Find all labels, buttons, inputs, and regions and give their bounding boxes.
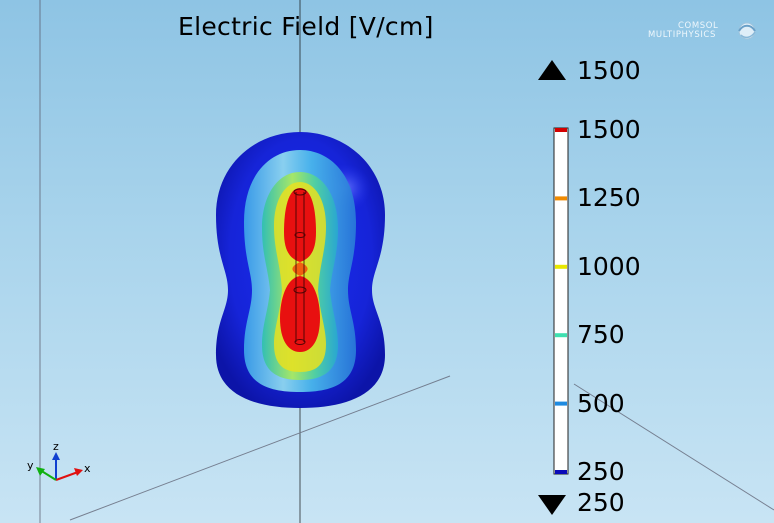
isosurface-1500-upper: [284, 188, 316, 262]
isosurface-1500-lower: [280, 276, 320, 352]
plot-title: Electric Field [V/cm]: [178, 12, 434, 41]
colorbar-max-label: 1500: [577, 56, 641, 85]
field-isosurface[interactable]: [216, 132, 385, 408]
colorbar-tick-mark: [555, 196, 567, 201]
colorbar-tick-mark: [555, 333, 567, 338]
colorbar: [553, 127, 569, 475]
min-indicator-icon: [538, 495, 566, 515]
colorbar-tick-mark: [555, 401, 567, 406]
colorbar-tick-mark: [555, 470, 567, 474]
colorbar-min-label: 250: [577, 488, 625, 517]
colorbar-ticks: [555, 128, 567, 474]
grid-lines: [39, 0, 774, 523]
colorbar-tick-label: 750: [577, 320, 625, 350]
colorbar-tick-label: 500: [577, 388, 625, 418]
comsol-logo-icon: [738, 22, 756, 40]
axis-label-x: x: [84, 462, 91, 475]
colorbar-tick-mark: [555, 264, 567, 269]
comsol-logo: COMSOL MULTIPHYSICS: [644, 20, 764, 46]
colorbar-tick-mark: [555, 128, 567, 132]
colorbar-tick-label: 1000: [577, 251, 641, 281]
axis-label-y: y: [27, 459, 34, 472]
axis-label-z: z: [53, 440, 59, 453]
axis-triad[interactable]: z x y: [27, 440, 91, 481]
colorbar-tick-label: 1500: [577, 115, 641, 144]
colorbar-tick-label: 250: [577, 457, 625, 486]
max-indicator-icon: [538, 60, 566, 80]
colorbar-tick-label: 1250: [577, 183, 641, 213]
